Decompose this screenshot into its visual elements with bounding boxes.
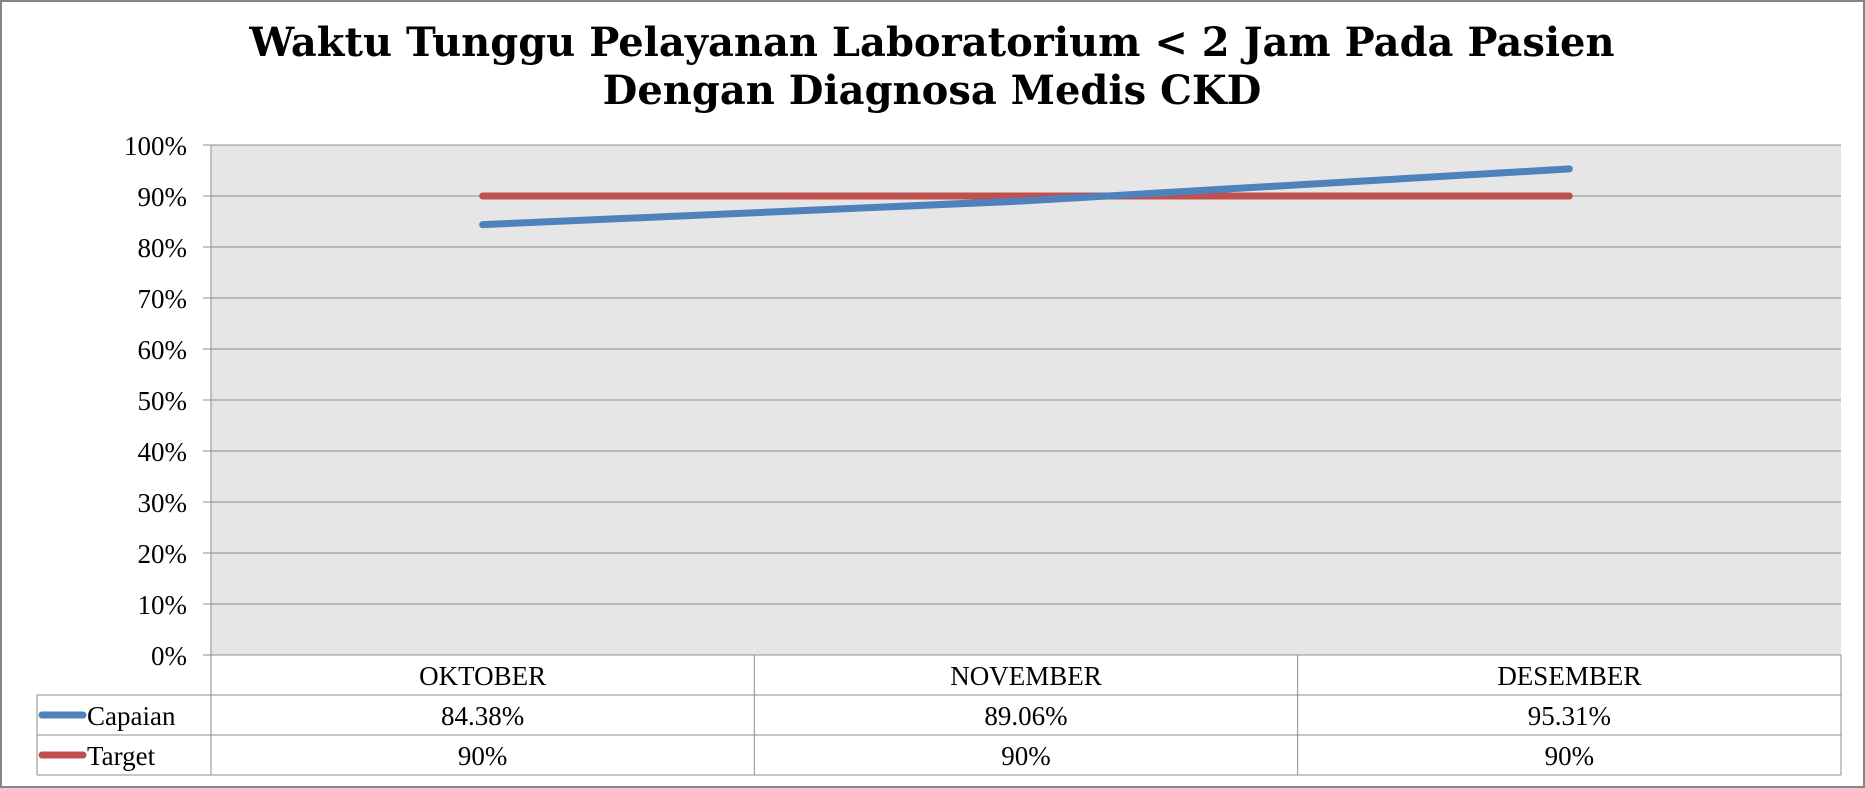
legend-label-capaian: Capaian <box>87 701 176 731</box>
legend-label-target: Target <box>87 741 156 771</box>
y-tick-label: 70% <box>138 284 188 314</box>
y-tick-label: 50% <box>138 386 188 416</box>
chart-title-line-1: Waktu Tunggu Pelayanan Laboratorium < 2 … <box>248 19 1614 66</box>
data-label-target: 90% <box>1545 741 1595 771</box>
data-label-capaian: 95.31% <box>1528 701 1611 731</box>
y-tick-label: 30% <box>138 488 188 518</box>
y-tick-label: 20% <box>138 539 188 569</box>
y-tick-label: 10% <box>138 590 188 620</box>
y-tick-label: 60% <box>138 335 188 365</box>
y-tick-label: 100% <box>124 131 187 161</box>
data-label-capaian: 84.38% <box>441 701 524 731</box>
y-tick-label: 0% <box>151 641 187 671</box>
data-table: OKTOBER NOVEMBER DESEMBER Capaian 84.38% 89.0… <box>36 654 1842 776</box>
series-lines <box>479 165 1573 229</box>
x-category-label: DESEMBER <box>1497 661 1641 691</box>
x-category-label: OKTOBER <box>419 661 546 691</box>
y-axis-ticks: 0% 10% 20% 30% 40% 50% 60% 70% 80% 90% 100% <box>124 131 212 671</box>
x-category-label: NOVEMBER <box>950 661 1102 691</box>
y-tick-label: 80% <box>138 233 188 263</box>
y-tick-label: 40% <box>138 437 188 467</box>
data-label-target: 90% <box>1001 741 1051 771</box>
y-tick-label: 90% <box>138 182 188 212</box>
data-label-capaian: 89.06% <box>984 701 1067 731</box>
data-label-target: 90% <box>458 741 508 771</box>
series-line-capaian <box>479 165 1573 229</box>
chart-title-line-2: Dengan Diagnosa Medis CKD <box>603 67 1262 114</box>
